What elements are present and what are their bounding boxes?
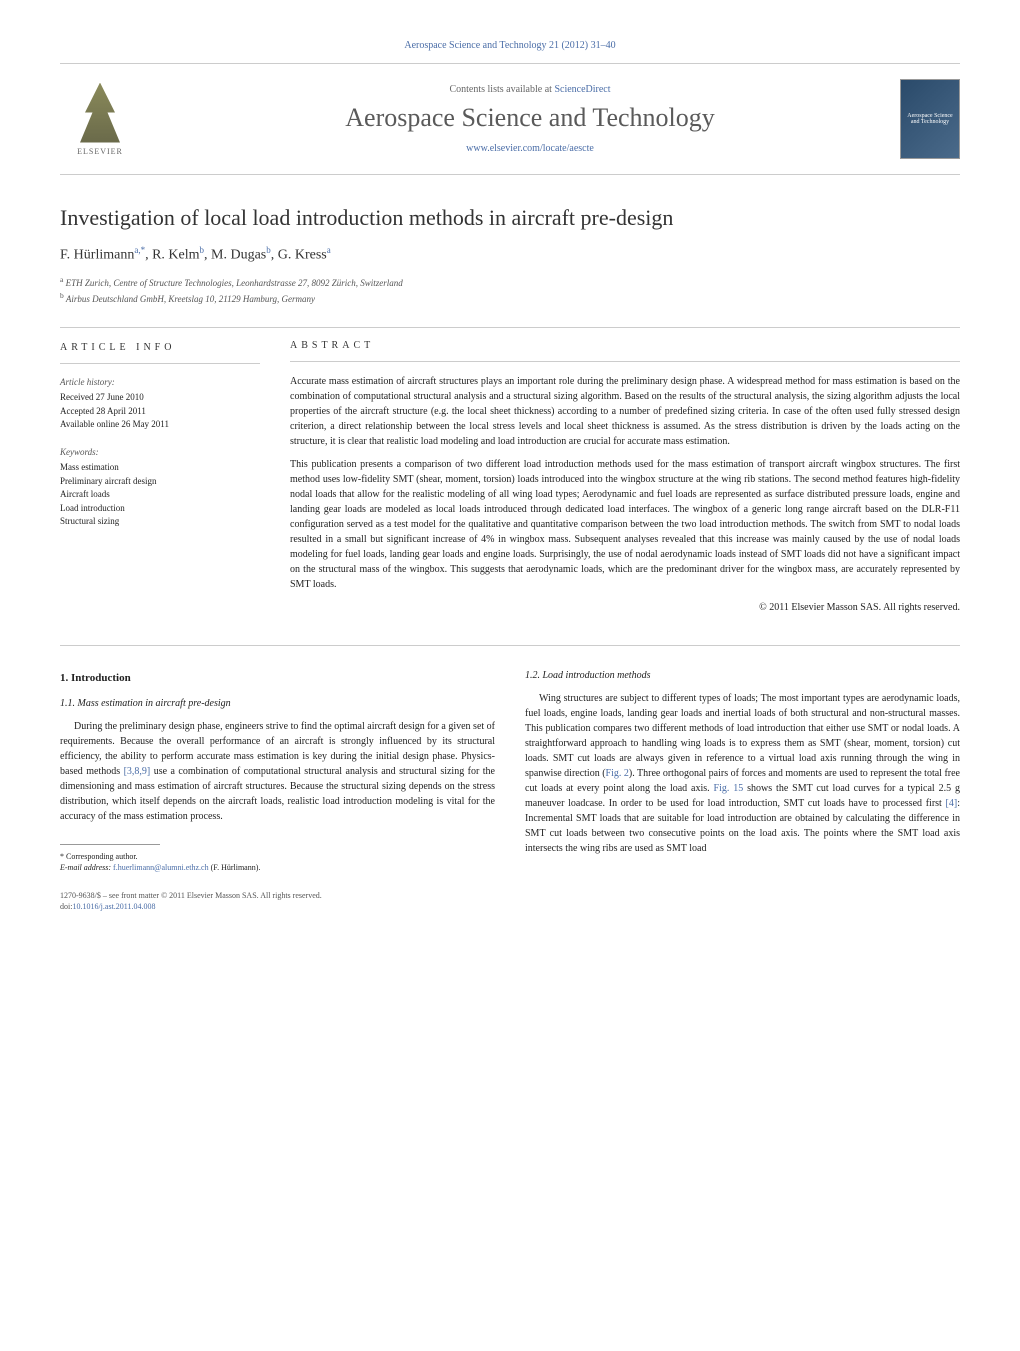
citation-link[interactable]: [4] [946,798,958,809]
author-name: M. Dugas [211,248,266,263]
author-mark: a [327,245,331,255]
divider [60,327,960,328]
cover-thumb-text: Aerospace Science and Technology [905,113,955,125]
article-info-sidebar: ARTICLE INFO Article history: Received 2… [60,340,260,615]
bottom-metadata: 1270-9638/$ – see front matter © 2011 El… [60,890,495,912]
body-two-column: 1. Introduction 1.1. Mass estimation in … [60,658,960,912]
author-mark: b [200,245,205,255]
sciencedirect-link[interactable]: ScienceDirect [554,84,610,95]
citation-line: Aerospace Science and Technology 21 (201… [60,40,960,51]
left-column: 1. Introduction 1.1. Mass estimation in … [60,658,495,912]
email-label: E-mail address: [60,863,113,872]
author-mark: b [266,245,271,255]
article-title: Investigation of local load introduction… [60,205,960,231]
publisher-logo: ELSEVIER [60,74,140,164]
abstract-column: ABSTRACT Accurate mass estimation of air… [290,340,960,615]
journal-title: Aerospace Science and Technology [160,103,900,133]
subsection-heading: 1.2. Load introduction methods [525,668,960,683]
affiliation-text: Airbus Deutschland GmbH, Kreetslag 10, 2… [66,294,315,304]
front-matter-line: 1270-9638/$ – see front matter © 2011 El… [60,890,495,901]
body-text: Wing structures are subject to different… [525,693,960,779]
online-date: Available online 26 May 2011 [60,418,260,432]
publisher-logo-text: ELSEVIER [77,147,123,156]
footnote-separator [60,844,160,845]
corresponding-author-note: * Corresponding author. [60,851,495,862]
author-mark: a,* [134,245,145,255]
affiliation-mark: b [60,291,64,300]
divider [60,363,260,364]
author-name: R. Kelm [152,248,199,263]
accepted-date: Accepted 28 April 2011 [60,405,260,419]
article-info-heading: ARTICLE INFO [60,340,260,355]
elsevier-tree-icon [75,83,125,143]
right-column: 1.2. Load introduction methods Wing stru… [525,658,960,912]
history-label: Article history: [60,376,260,390]
affiliation-mark: a [60,275,63,284]
contents-available-line: Contents lists available at ScienceDirec… [160,84,900,95]
body-paragraph: Wing structures are subject to different… [525,691,960,856]
received-date: Received 27 June 2010 [60,391,260,405]
journal-cover-thumbnail: Aerospace Science and Technology [900,79,960,159]
journal-header: ELSEVIER Contents lists available at Sci… [60,63,960,175]
keyword: Structural sizing [60,515,260,529]
keyword: Aircraft loads [60,488,260,502]
affiliation-row: a ETH Zurich, Centre of Structure Techno… [60,274,960,291]
journal-url[interactable]: www.elsevier.com/locate/aescte [160,143,900,154]
authors-line: F. Hürlimanna,*, R. Kelmb, M. Dugasb, G.… [60,245,960,264]
email-note: E-mail address: f.huerlimann@alumni.ethz… [60,862,495,873]
author-email-link[interactable]: f.huerlimann@alumni.ethz.ch [113,863,209,872]
section-heading: 1. Introduction [60,670,495,687]
affiliation-row: b Airbus Deutschland GmbH, Kreetslag 10,… [60,290,960,307]
author-name: F. Hürlimann [60,248,134,263]
keyword: Preliminary aircraft design [60,475,260,489]
abstract-copyright: © 2011 Elsevier Masson SAS. All rights r… [290,600,960,615]
contents-prefix: Contents lists available at [449,84,554,95]
author-name: G. Kress [278,248,327,263]
figure-link[interactable]: Fig. 15 [714,783,744,794]
citation-link[interactable]: [3,8,9] [124,766,151,777]
doi-prefix: doi: [60,902,72,911]
doi-link[interactable]: 10.1016/j.ast.2011.04.008 [72,902,155,911]
divider [290,361,960,362]
body-paragraph: During the preliminary design phase, eng… [60,719,495,824]
email-suffix: (F. Hürlimann). [209,863,261,872]
subsection-heading: 1.1. Mass estimation in aircraft pre-des… [60,696,495,711]
keyword: Mass estimation [60,461,260,475]
divider [60,645,960,646]
abstract-heading: ABSTRACT [290,340,960,351]
abstract-paragraph: This publication presents a comparison o… [290,457,960,592]
affiliation-text: ETH Zurich, Centre of Structure Technolo… [66,278,403,288]
keyword: Load introduction [60,502,260,516]
affiliations: a ETH Zurich, Centre of Structure Techno… [60,274,960,307]
abstract-paragraph: Accurate mass estimation of aircraft str… [290,374,960,449]
keywords-label: Keywords: [60,446,260,460]
figure-link[interactable]: Fig. 2 [606,768,629,779]
